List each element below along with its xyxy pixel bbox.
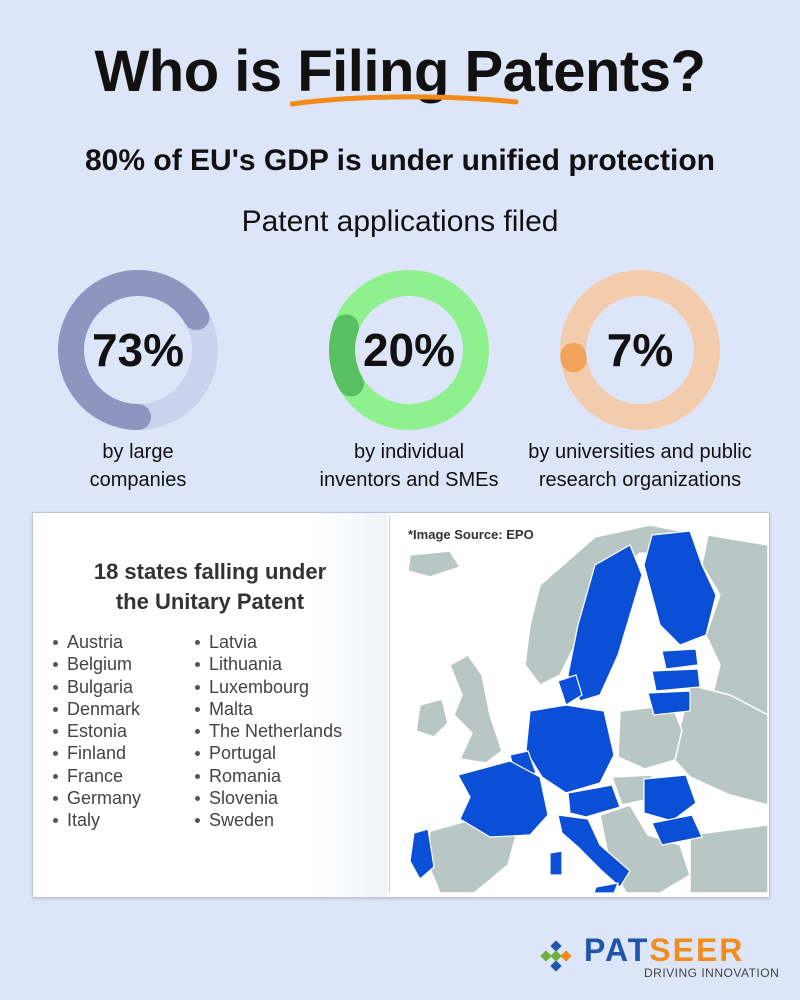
poland-shape xyxy=(617,704,683,770)
section-title: Patent applications filed xyxy=(241,205,559,238)
ireland-shape xyxy=(415,698,449,738)
europe-map-svg xyxy=(407,524,768,893)
france-shape xyxy=(457,760,549,838)
donut-ring: 20% xyxy=(329,270,489,430)
state-list-item: Latvia xyxy=(195,631,342,653)
state-list-item: Slovenia xyxy=(195,787,342,809)
stat-individuals-smes: 20% by individual inventors and SMEs xyxy=(279,270,539,494)
state-list-item: Belgium xyxy=(53,653,141,675)
portugal-shape xyxy=(409,828,435,880)
state-list-b: Latvia Lithuania Luxembourg Malta The Nether… xyxy=(195,631,342,832)
state-list-item: Estonia xyxy=(53,720,141,742)
iceland-shape xyxy=(407,550,462,578)
donut-svg xyxy=(58,270,218,430)
stat-label-line1: by individual xyxy=(353,441,465,463)
state-list-item: Austria xyxy=(53,631,141,653)
state-list-item: Portugal xyxy=(195,742,342,764)
state-list-item: Luxembourg xyxy=(195,676,342,698)
brand-name-part2: SEER xyxy=(649,932,745,968)
stat-label: by large companies xyxy=(8,438,268,494)
states-title-line1: 18 states falling under xyxy=(93,559,327,584)
title-highlight: Filing Patents? xyxy=(297,39,706,104)
donut-ring: 7% xyxy=(560,270,720,430)
map-source-note: *Image Source: EPO xyxy=(408,527,534,542)
unitary-patent-panel: 18 states falling under the Unitary Pate… xyxy=(32,512,770,898)
state-list-item: Sweden xyxy=(195,809,342,831)
states-title: 18 states falling under the Unitary Pate… xyxy=(33,557,387,617)
state-list-item: Finland xyxy=(53,742,141,764)
stat-universities: 7% by universities and public research o… xyxy=(510,270,770,494)
sardinia-shape xyxy=(549,850,563,876)
subtitle: 80% of EU's GDP is under unified protect… xyxy=(85,144,715,177)
stat-value: 20% xyxy=(362,324,456,376)
romania-shape xyxy=(643,774,697,822)
stat-label: by universities and public research orga… xyxy=(510,438,770,494)
state-list-item: Malta xyxy=(195,698,342,720)
state-list-item: Bulgaria xyxy=(53,676,141,698)
stat-label-line2: research organizations xyxy=(538,469,742,491)
europe-map: *Image Source: EPO xyxy=(389,515,768,893)
brand-name: PATSEER xyxy=(584,932,744,969)
title-prefix: Who is xyxy=(94,39,298,104)
finland-shape xyxy=(643,530,717,646)
stat-value: 7% xyxy=(606,324,674,376)
lithuania-shape xyxy=(647,690,691,716)
stat-label: by individual inventors and SMEs xyxy=(279,438,539,494)
britain-shape xyxy=(449,654,503,764)
patseer-logo: PATSEER DRIVING INNOVATION xyxy=(540,932,790,982)
stat-large-companies: 73% by large companies xyxy=(8,270,268,494)
sweden-shape xyxy=(567,544,643,702)
state-list-item: The Netherlands xyxy=(195,720,342,742)
state-list-item: Germany xyxy=(53,787,141,809)
stat-label-line2: companies xyxy=(89,469,187,491)
sicily-shape xyxy=(593,882,619,893)
italy-shape xyxy=(557,814,631,888)
stat-value: 73% xyxy=(91,324,185,376)
member-states xyxy=(409,530,717,893)
state-list-a: Austria Belgium Bulgaria Denmark Estonia Finl… xyxy=(53,631,141,832)
state-list-item: Lithuania xyxy=(195,653,342,675)
donut-svg xyxy=(329,270,489,430)
bulgaria-shape xyxy=(651,814,703,846)
logo-mark-icon xyxy=(540,940,572,972)
estonia-shape xyxy=(661,648,699,670)
stat-label-line1: by large xyxy=(102,441,174,463)
donut-ring: 73% xyxy=(58,270,218,430)
page-title: Who is Filing Patents? xyxy=(0,38,800,105)
states-title-line2: the Unitary Patent xyxy=(115,589,305,614)
stat-label-line1: by universities and public xyxy=(528,441,752,463)
latvia-shape xyxy=(651,668,701,692)
turkey-shape xyxy=(689,824,768,893)
donut-svg xyxy=(560,270,720,430)
denmark-shape xyxy=(557,674,583,706)
title-underline xyxy=(290,94,519,107)
non-member-regions xyxy=(407,524,768,893)
stat-label-line2: inventors and SMEs xyxy=(319,469,499,491)
state-list-item: Denmark xyxy=(53,698,141,720)
state-list-item: Romania xyxy=(195,765,342,787)
brand-name-part1: PAT xyxy=(584,932,650,968)
ring-progress xyxy=(560,270,720,430)
ring-progress xyxy=(329,270,489,430)
state-list-item: Italy xyxy=(53,809,141,831)
austria-slovenia-shape xyxy=(567,784,621,818)
state-list-item: France xyxy=(53,765,141,787)
states-column: 18 states falling under the Unitary Pate… xyxy=(33,513,387,897)
brand-tagline: DRIVING INNOVATION xyxy=(644,966,780,980)
ring-progress xyxy=(58,270,218,430)
